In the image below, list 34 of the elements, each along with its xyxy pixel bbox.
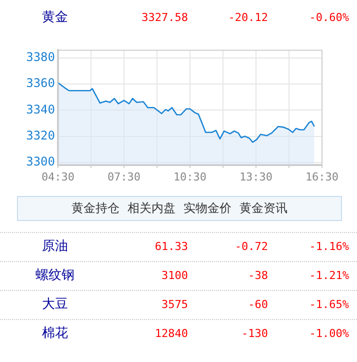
text: 黄金资讯 [240,200,288,217]
x-tick-label: 13:30 [239,170,273,184]
text: -130 [240,326,268,342]
text: -60 [247,297,268,313]
y-tick-label: 3380 [26,50,55,64]
x-tick-label: 04:30 [41,170,75,184]
text: 螺纹钢 [34,267,76,285]
y-tick-label: 3340 [26,102,55,116]
text: -0.72 [234,239,268,255]
text: 12840 [154,326,188,342]
text: 相关内盘 [128,200,176,217]
text: 大豆 [41,296,69,314]
y-tick-label: 3320 [26,128,55,142]
text: -38 [247,268,268,284]
x-tick-label: 07:30 [107,170,141,184]
text: 61.33 [154,239,188,255]
x-tick-label: 16:30 [305,170,339,184]
text: -20.12 [227,10,268,26]
x-tick-label: 10:30 [173,170,207,184]
chart-title: 黄金 [41,9,69,27]
text: -0.60% [308,10,349,26]
text: 黄金持仓 [72,200,120,217]
text: -1.00% [308,326,349,342]
text: -1.16% [308,239,349,255]
text: 棉花 [41,325,69,343]
text: 实物金价 [184,200,232,217]
y-tick-label: 3360 [26,76,55,90]
text: -1.65% [308,297,349,313]
text: 原油 [41,238,69,256]
text: 3100 [160,268,188,284]
y-tick-label: 3300 [26,154,55,169]
text: 3327.58 [140,10,188,26]
text: -1.21% [308,268,349,284]
text: 3575 [160,297,188,313]
